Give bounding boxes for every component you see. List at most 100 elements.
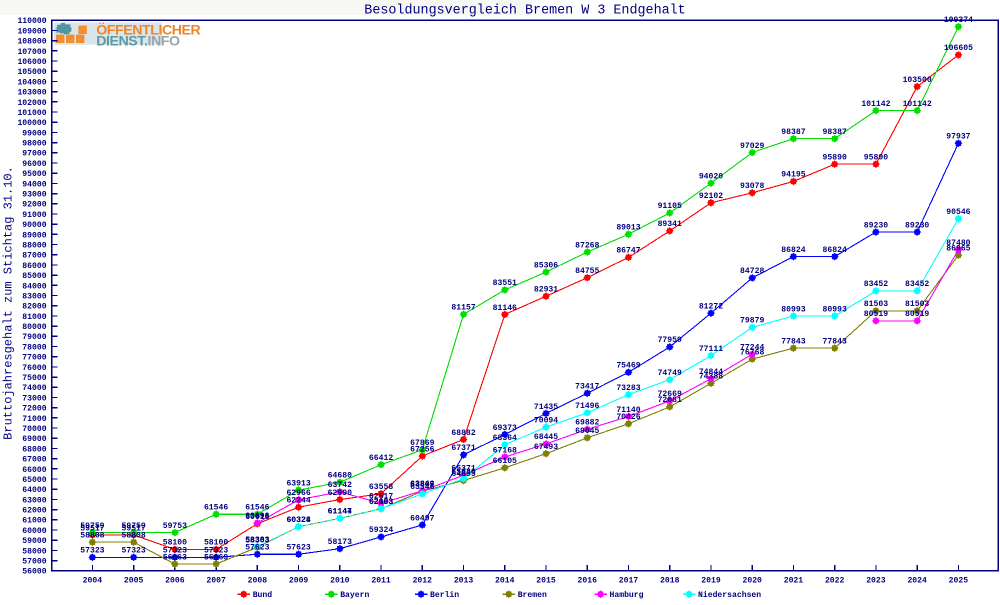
svg-text:97937: 97937 [946, 133, 970, 142]
svg-text:57323: 57323 [163, 547, 187, 556]
svg-text:92102: 92102 [699, 192, 723, 201]
svg-text:97000: 97000 [22, 150, 46, 159]
svg-text:59759: 59759 [121, 522, 145, 531]
svg-text:103000: 103000 [17, 89, 46, 98]
svg-text:65371: 65371 [451, 465, 475, 474]
svg-text:81000: 81000 [22, 313, 46, 322]
svg-text:84728: 84728 [740, 267, 764, 276]
svg-text:99000: 99000 [22, 129, 46, 138]
svg-text:56663: 56663 [163, 553, 187, 562]
svg-text:71496: 71496 [575, 402, 599, 411]
svg-text:63558: 63558 [369, 483, 393, 492]
svg-text:72000: 72000 [22, 405, 46, 414]
svg-text:95000: 95000 [22, 170, 46, 179]
svg-text:58173: 58173 [328, 538, 352, 547]
svg-text:2004: 2004 [83, 577, 103, 586]
svg-text:98000: 98000 [22, 140, 46, 149]
svg-text:77959: 77959 [658, 336, 682, 345]
svg-text:63546: 63546 [410, 483, 434, 492]
svg-text:2010: 2010 [330, 577, 350, 586]
svg-text:73283: 73283 [616, 384, 640, 393]
svg-text:74000: 74000 [22, 384, 46, 393]
svg-text:Berlin: Berlin [430, 591, 459, 600]
svg-text:58100: 58100 [204, 539, 228, 548]
svg-text:2020: 2020 [742, 577, 762, 586]
svg-text:66000: 66000 [22, 466, 46, 475]
svg-text:86000: 86000 [22, 262, 46, 271]
svg-text:92000: 92000 [22, 201, 46, 210]
svg-text:58303: 58303 [245, 537, 269, 546]
svg-text:57323: 57323 [80, 547, 104, 556]
svg-text:2006: 2006 [165, 577, 185, 586]
svg-text:86965: 86965 [946, 244, 970, 253]
svg-text:59753: 59753 [163, 522, 187, 531]
svg-text:59517: 59517 [80, 524, 104, 533]
svg-text:84000: 84000 [22, 282, 46, 291]
svg-text:Bremen: Bremen [518, 591, 547, 600]
svg-text:2022: 2022 [825, 577, 845, 586]
svg-text:78000: 78000 [22, 343, 46, 352]
svg-text:89230: 89230 [905, 221, 929, 230]
svg-text:DIENST.INFO: DIENST.INFO [96, 33, 180, 49]
svg-text:65000: 65000 [22, 476, 46, 485]
svg-text:2007: 2007 [206, 577, 226, 586]
svg-text:109374: 109374 [944, 16, 973, 25]
svg-text:76000: 76000 [22, 364, 46, 373]
svg-text:2009: 2009 [289, 577, 309, 586]
svg-text:2008: 2008 [248, 577, 268, 586]
svg-text:109000: 109000 [17, 27, 46, 36]
svg-text:62083: 62083 [369, 498, 393, 507]
svg-text:80519: 80519 [905, 310, 929, 319]
svg-text:98387: 98387 [781, 128, 805, 137]
svg-text:67371: 67371 [451, 444, 475, 453]
svg-text:102000: 102000 [17, 99, 46, 108]
svg-text:79000: 79000 [22, 333, 46, 342]
svg-text:62990: 62990 [328, 489, 352, 498]
svg-text:84755: 84755 [575, 267, 599, 276]
svg-text:62000: 62000 [22, 507, 46, 516]
svg-text:101142: 101142 [861, 100, 890, 109]
svg-text:57323: 57323 [121, 547, 145, 556]
svg-text:69000: 69000 [22, 435, 46, 444]
svg-text:66105: 66105 [493, 457, 517, 466]
svg-text:69373: 69373 [493, 424, 517, 433]
svg-text:58000: 58000 [22, 547, 46, 556]
svg-text:89000: 89000 [22, 231, 46, 240]
svg-text:67168: 67168 [493, 446, 517, 455]
svg-text:63807: 63807 [410, 481, 434, 490]
svg-text:68364: 68364 [493, 434, 517, 443]
svg-text:105000: 105000 [17, 68, 46, 77]
svg-text:64000: 64000 [22, 486, 46, 495]
svg-text:2013: 2013 [454, 577, 474, 586]
svg-text:59000: 59000 [22, 537, 46, 546]
svg-text:87000: 87000 [22, 252, 46, 261]
svg-text:103500: 103500 [903, 76, 932, 85]
svg-text:75000: 75000 [22, 374, 46, 383]
svg-text:62244: 62244 [286, 496, 310, 505]
svg-text:81157: 81157 [451, 304, 475, 313]
svg-text:60616: 60616 [245, 513, 269, 522]
svg-text:61000: 61000 [22, 517, 46, 526]
svg-text:83452: 83452 [864, 280, 888, 289]
svg-text:88000: 88000 [22, 241, 46, 250]
svg-text:91000: 91000 [22, 211, 46, 220]
svg-text:86824: 86824 [823, 246, 847, 255]
svg-text:98387: 98387 [823, 128, 847, 137]
svg-text:72081: 72081 [658, 396, 682, 405]
svg-text:58808: 58808 [80, 531, 104, 540]
svg-text:61144: 61144 [328, 508, 352, 517]
svg-text:Hamburg: Hamburg [610, 591, 644, 600]
svg-text:89230: 89230 [864, 221, 888, 230]
svg-text:Bayern: Bayern [340, 591, 369, 600]
svg-text:80993: 80993 [781, 305, 805, 314]
svg-text:67493: 67493 [534, 443, 558, 452]
svg-text:56000: 56000 [22, 568, 46, 577]
svg-text:2017: 2017 [619, 577, 639, 586]
svg-text:57623: 57623 [245, 544, 269, 553]
svg-text:93000: 93000 [22, 191, 46, 200]
svg-text:110000: 110000 [17, 17, 46, 26]
svg-text:59759: 59759 [80, 522, 104, 531]
svg-text:60000: 60000 [22, 527, 46, 536]
svg-text:77843: 77843 [823, 337, 847, 346]
svg-text:96000: 96000 [22, 160, 46, 169]
